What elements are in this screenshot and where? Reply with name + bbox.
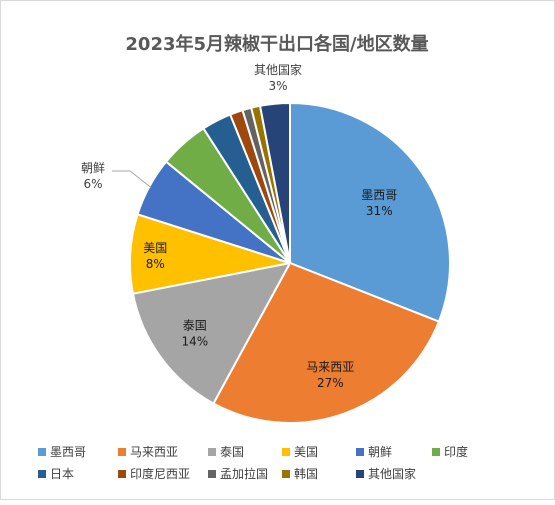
legend-swatch-美国 <box>282 448 290 456</box>
slice-label-pct-其他国家: 3% <box>268 79 287 93</box>
legend-swatch-韩国 <box>282 470 290 478</box>
legend-label-日本: 日本 <box>50 467 74 481</box>
legend-swatch-印度尼西亚 <box>118 470 126 478</box>
legend-label-朝鲜: 朝鲜 <box>368 445 392 459</box>
legend-label-韩国: 韩国 <box>294 466 318 481</box>
legend-label-印度尼西亚: 印度尼西亚 <box>130 466 190 481</box>
slice-11-其他国家 <box>258 101 291 264</box>
legend-swatch-其他国家 <box>356 470 364 478</box>
slice-label-pct-泰国: 14% <box>181 335 208 349</box>
slice-label-name-泰国: 泰国 <box>183 319 207 333</box>
legend-swatch-马来西亚 <box>118 448 126 456</box>
legend-label-印度: 印度 <box>444 444 468 459</box>
chart-title: 2023年5月辣椒干出口各国/地区数量 <box>125 33 428 55</box>
slice-1-墨西哥 <box>289 101 451 323</box>
slice-labels: 墨西哥 31% 马来西亚 27% 泰国 14% 美国 8% 朝鲜 6% 其他国家 3% <box>81 62 397 390</box>
legend-label-美国: 美国 <box>294 445 318 459</box>
leader-lines <box>112 170 152 188</box>
leader-line-朝鲜 <box>112 170 152 188</box>
legend-label-马来西亚: 马来西亚 <box>130 445 178 459</box>
legend-label-孟加拉国: 孟加拉国 <box>220 466 268 481</box>
legend-swatch-朝鲜 <box>356 448 364 456</box>
legend-label-泰国: 泰国 <box>220 445 244 459</box>
slice-label-name-马来西亚: 马来西亚 <box>306 360 354 374</box>
slice-label-name-朝鲜: 朝鲜 <box>81 161 105 175</box>
legend-swatch-孟加拉国 <box>208 470 216 478</box>
slice-label-pct-朝鲜: 6% <box>83 177 102 191</box>
legend-swatch-泰国 <box>208 448 216 456</box>
slice-label-name-其他国家: 其他国家 <box>254 62 302 77</box>
legend-swatch-墨西哥 <box>38 448 46 456</box>
legend-label-墨西哥: 墨西哥 <box>50 445 86 459</box>
slice-label-pct-墨西哥: 31% <box>366 204 393 218</box>
legend-label-其他国家: 其他国家 <box>368 466 416 481</box>
legend-swatch-日本 <box>38 470 46 478</box>
slice-label-name-墨西哥: 墨西哥 <box>361 188 397 202</box>
legend-swatch-印度 <box>432 448 440 456</box>
slice-label-pct-美国: 8% <box>146 257 165 271</box>
slice-2-马来西亚 <box>212 261 441 424</box>
slice-3-泰国 <box>131 261 292 405</box>
slice-label-pct-马来西亚: 27% <box>317 376 344 390</box>
pie-slices <box>129 101 451 424</box>
slice-label-name-美国: 美国 <box>143 241 167 255</box>
